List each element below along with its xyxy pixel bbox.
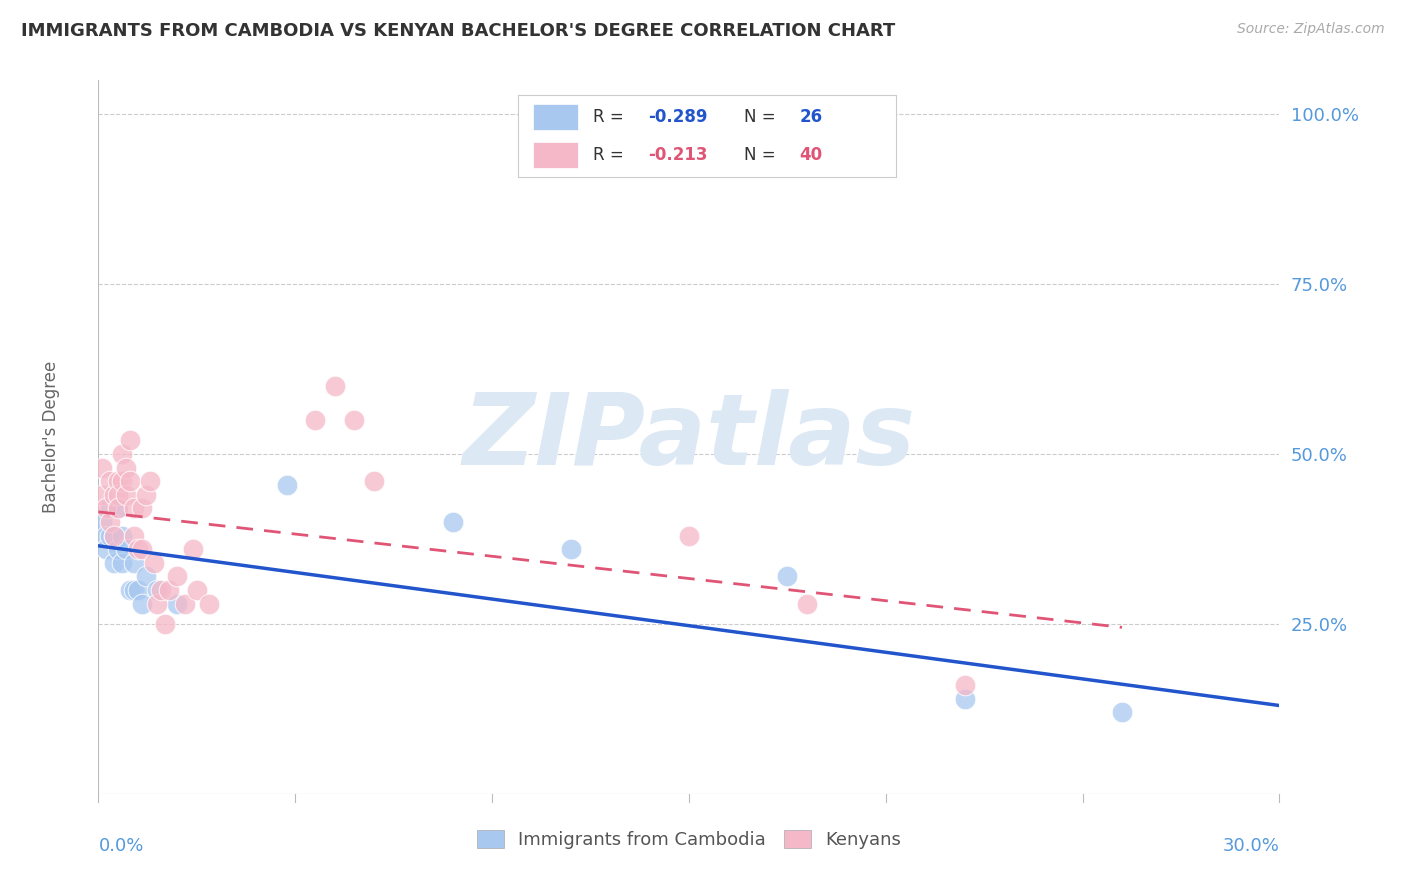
Point xyxy=(96,501,118,516)
Point xyxy=(363,475,385,489)
Point xyxy=(441,515,464,529)
Point xyxy=(111,475,134,489)
Point xyxy=(276,477,298,491)
Point xyxy=(118,475,141,489)
Point xyxy=(98,475,121,489)
Point xyxy=(111,556,134,570)
Point xyxy=(776,569,799,583)
Point xyxy=(560,542,582,557)
Point xyxy=(796,597,818,611)
Text: 30.0%: 30.0% xyxy=(1223,837,1279,855)
Point xyxy=(103,528,125,542)
Text: ZIPatlas: ZIPatlas xyxy=(463,389,915,485)
Point xyxy=(323,379,346,393)
Point xyxy=(111,447,134,461)
Point xyxy=(146,597,169,611)
Point xyxy=(186,582,208,597)
Point xyxy=(98,501,121,516)
Point xyxy=(98,528,121,542)
Point xyxy=(304,413,326,427)
Point xyxy=(953,691,976,706)
Point xyxy=(138,475,160,489)
Point xyxy=(107,475,129,489)
Point xyxy=(107,542,129,557)
Text: IMMIGRANTS FROM CAMBODIA VS KENYAN BACHELOR'S DEGREE CORRELATION CHART: IMMIGRANTS FROM CAMBODIA VS KENYAN BACHE… xyxy=(21,22,896,40)
Point xyxy=(111,528,134,542)
Point xyxy=(1111,706,1133,720)
Point xyxy=(127,542,149,557)
Point xyxy=(157,582,180,597)
Point xyxy=(146,582,169,597)
Point xyxy=(107,501,129,516)
Text: 0.0%: 0.0% xyxy=(98,837,143,855)
Point xyxy=(135,488,157,502)
Point xyxy=(103,556,125,570)
Text: Bachelor's Degree: Bachelor's Degree xyxy=(42,361,60,513)
Point xyxy=(142,556,165,570)
Point xyxy=(131,597,153,611)
Point xyxy=(135,569,157,583)
Point xyxy=(174,597,197,611)
Point xyxy=(98,515,121,529)
Point xyxy=(107,488,129,502)
Point xyxy=(131,501,153,516)
Point xyxy=(96,542,118,557)
Point xyxy=(122,582,145,597)
Point xyxy=(115,542,138,557)
Point xyxy=(91,515,114,529)
Point xyxy=(953,678,976,692)
Point xyxy=(91,460,114,475)
Point xyxy=(118,582,141,597)
Point xyxy=(115,488,138,502)
Point xyxy=(122,556,145,570)
Point xyxy=(343,413,366,427)
Point xyxy=(150,582,173,597)
Text: Source: ZipAtlas.com: Source: ZipAtlas.com xyxy=(1237,22,1385,37)
Point xyxy=(103,488,125,502)
Point xyxy=(131,542,153,557)
Point xyxy=(118,434,141,448)
Point xyxy=(122,501,145,516)
Point xyxy=(166,569,188,583)
Point xyxy=(127,582,149,597)
Point xyxy=(122,528,145,542)
Point xyxy=(678,528,700,542)
Point xyxy=(96,528,118,542)
Point xyxy=(91,488,114,502)
Point xyxy=(107,501,129,516)
Legend: Immigrants from Cambodia, Kenyans: Immigrants from Cambodia, Kenyans xyxy=(470,822,908,856)
Point xyxy=(155,617,177,632)
Point xyxy=(166,597,188,611)
Point xyxy=(115,460,138,475)
Point xyxy=(181,542,204,557)
Point xyxy=(197,597,219,611)
Point xyxy=(103,528,125,542)
